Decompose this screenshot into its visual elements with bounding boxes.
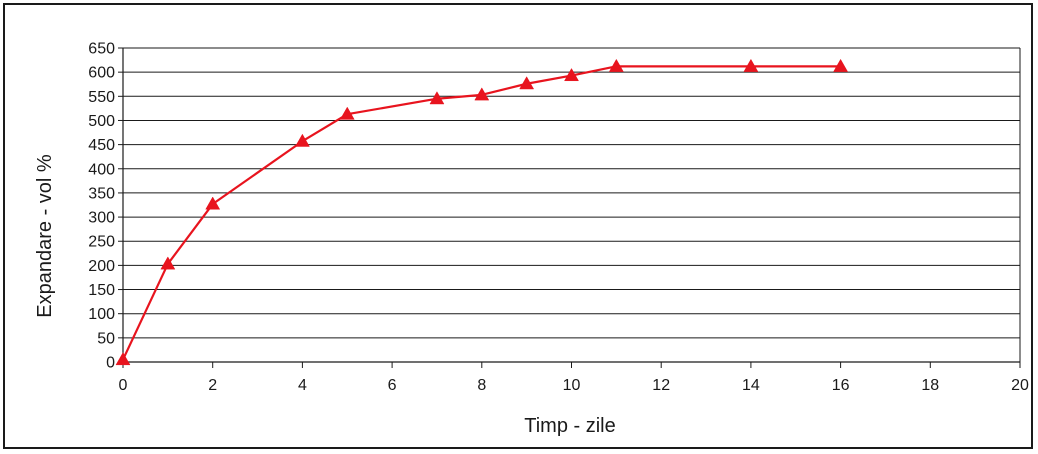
x-tick-label-16: 16 [832,377,850,394]
data-point-11 [608,58,624,72]
x-axis-title: Timp - zile [524,415,615,437]
y-tick-label-450: 450 [88,137,115,154]
tick-labels: 0 50 100 150 200 250 300 350 400 450 500 550 600 650 0… [88,41,1029,395]
series-line-0 [122,65,841,361]
y-tick-label-400: 400 [88,161,115,178]
x-tick-label-10: 10 [563,377,581,394]
x-tick-label-2: 2 [208,377,217,394]
data-point-14 [743,58,759,72]
data-point-7 [429,91,445,105]
y-tick-label-0: 0 [106,355,115,372]
y-tick-label-550: 550 [88,89,115,106]
y-tick-label-50: 50 [97,330,115,347]
y-tick-label-350: 350 [88,185,115,202]
x-tick-label-0: 0 [119,377,128,394]
x-tick-label-18: 18 [921,377,939,394]
axes [118,47,1021,368]
y-tick-label-150: 150 [88,282,115,299]
data-point-8 [474,87,490,101]
y-tick-label-500: 500 [88,113,115,130]
series [115,58,849,366]
y-tick-label-650: 650 [88,41,115,58]
x-tick-label-12: 12 [652,377,670,394]
x-tick-label-4: 4 [298,377,307,394]
x-tick-label-8: 8 [477,377,486,394]
y-tick-label-200: 200 [88,258,115,275]
data-point-10 [564,68,579,82]
x-tick-label-6: 6 [388,377,397,394]
y-tick-label-600: 600 [88,65,115,82]
data-point-4 [294,133,310,147]
grid-lines [123,47,1020,339]
chart-frame [3,3,1033,449]
data-point-2 [205,196,221,210]
y-tick-label-100: 100 [88,306,115,323]
x-tick-label-14: 14 [742,377,760,394]
data-point-9 [519,76,535,90]
data-point-0 [115,352,131,366]
x-tick-label-20: 20 [1011,377,1029,394]
data-point-1 [160,256,176,270]
y-tick-label-300: 300 [88,210,115,227]
data-point-16 [833,58,849,72]
y-tick-label-250: 250 [88,234,115,251]
data-point-5 [339,106,355,120]
y-axis-title: Expandare - vol % [34,154,56,318]
